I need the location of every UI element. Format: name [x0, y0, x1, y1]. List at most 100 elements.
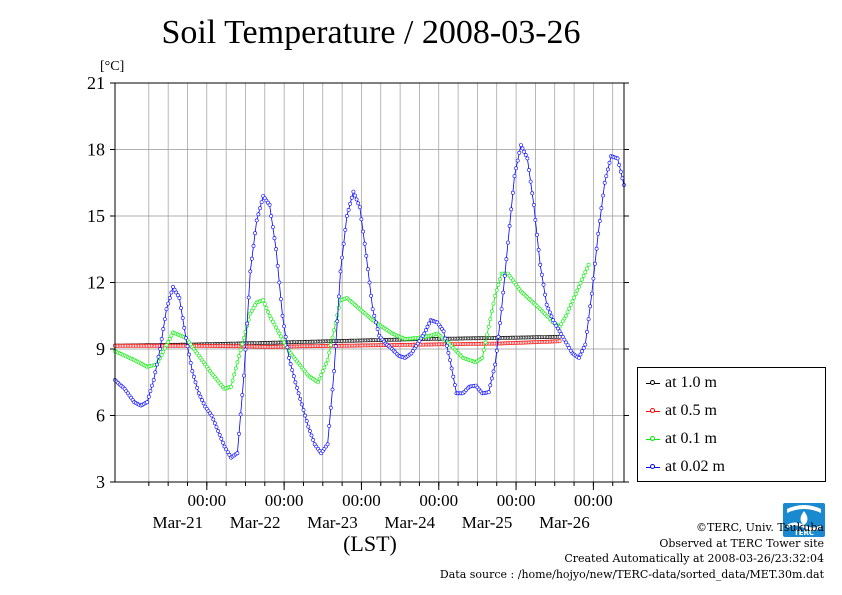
data-point	[533, 217, 538, 222]
data-point	[594, 246, 599, 251]
data-point	[282, 324, 287, 329]
data-point	[589, 291, 594, 296]
data-point	[235, 451, 240, 456]
credits: ©TERC, Univ. Tsukuba Observed at TERC To…	[440, 520, 824, 582]
data-point	[573, 292, 578, 297]
data-point	[559, 332, 564, 336]
legend-marker	[646, 462, 660, 472]
data-point	[270, 319, 275, 324]
data-point	[617, 163, 622, 167]
data-point	[269, 214, 274, 218]
x-tick-date: Mar-24	[384, 513, 435, 532]
data-point	[285, 345, 290, 350]
data-point	[277, 331, 282, 336]
data-point	[580, 277, 585, 282]
data-point	[164, 343, 169, 348]
data-point	[159, 352, 164, 357]
legend-label: at 0.02 m	[665, 458, 725, 475]
data-point	[214, 425, 219, 430]
data-point	[187, 352, 192, 357]
data-point	[243, 347, 248, 352]
data-point	[319, 372, 324, 377]
data-point	[372, 313, 377, 318]
data-point	[267, 202, 272, 207]
data-point	[220, 440, 225, 445]
data-point	[343, 227, 348, 232]
data-point	[499, 307, 504, 312]
data-point	[585, 266, 589, 271]
y-tick-label: 21	[87, 73, 105, 93]
data-point	[525, 156, 530, 161]
data-point	[195, 385, 200, 390]
data-point	[198, 394, 203, 399]
data-point	[583, 270, 588, 275]
data-point	[562, 337, 567, 342]
data-point	[274, 325, 279, 330]
data-point	[564, 313, 568, 318]
data-point	[303, 413, 308, 418]
data-point	[330, 387, 335, 392]
data-point	[359, 217, 364, 222]
data-point	[200, 398, 204, 402]
data-point	[190, 369, 195, 374]
data-point	[282, 340, 287, 345]
data-point	[599, 206, 604, 211]
y-tick-label: 3	[96, 472, 105, 492]
data-point	[256, 212, 261, 217]
data-point	[278, 297, 283, 302]
data-point	[489, 376, 494, 381]
data-point	[164, 307, 169, 312]
data-point	[183, 335, 188, 340]
data-point	[357, 205, 362, 210]
data-point	[593, 261, 597, 266]
data-point	[618, 169, 623, 174]
data-point	[481, 348, 486, 353]
legend-marker	[646, 378, 660, 388]
data-point	[309, 433, 314, 438]
data-point	[307, 429, 312, 433]
data-point	[354, 197, 359, 202]
data-point	[441, 329, 446, 334]
data-point	[166, 340, 171, 344]
data-point	[427, 321, 432, 326]
x-tick-date: Mar-21	[152, 513, 203, 532]
data-point	[349, 195, 354, 200]
data-point	[361, 229, 366, 234]
data-point	[153, 370, 158, 375]
data-point	[235, 360, 240, 365]
data-point	[185, 344, 190, 349]
data-point	[193, 380, 198, 385]
series-line	[114, 143, 625, 459]
data-point	[509, 207, 514, 212]
data-point	[556, 326, 560, 331]
data-point	[528, 179, 533, 184]
data-point	[248, 269, 253, 274]
data-point	[511, 190, 515, 195]
data-point	[597, 219, 602, 223]
data-point	[233, 366, 238, 371]
data-point	[515, 158, 520, 163]
data-point	[162, 346, 167, 351]
created-text: Created Automatically at 2008-03-26/23:3…	[564, 552, 824, 565]
data-point	[229, 384, 233, 389]
data-point	[522, 149, 527, 154]
data-point	[570, 299, 575, 304]
data-point	[172, 287, 177, 292]
data-point	[493, 293, 498, 298]
source-text: Data source : /home/hojyo/new/TERC-data/…	[439, 567, 824, 581]
data-point	[335, 319, 340, 324]
data-point	[369, 293, 374, 298]
data-point	[277, 280, 282, 285]
data-point	[602, 180, 607, 185]
x-tick-time: 00:00	[419, 491, 458, 510]
x-tick-date: Mar-22	[230, 513, 281, 532]
x-tick-date: Mar-23	[307, 513, 358, 532]
data-point	[565, 343, 570, 348]
data-point	[362, 241, 367, 246]
data-point	[346, 207, 351, 212]
legend: at 1.0 m at 0.5 m at 0.1 m at 0.02 m	[637, 367, 826, 482]
x-tick-date: Mar-26	[539, 513, 590, 532]
data-point	[162, 317, 167, 322]
data-point	[249, 308, 254, 313]
data-point	[502, 273, 507, 278]
